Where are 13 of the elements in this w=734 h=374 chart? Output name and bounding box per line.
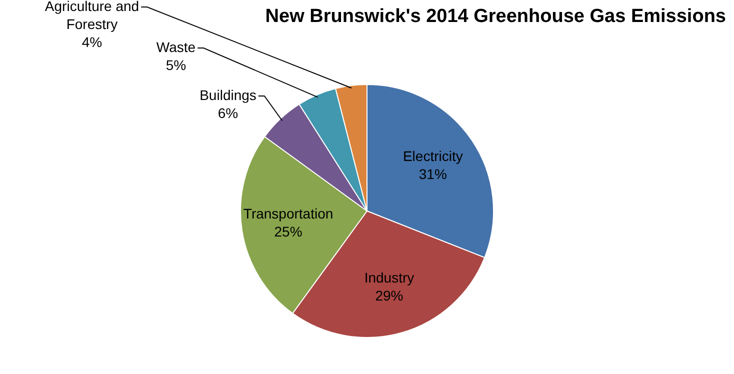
slice-label: Waste (156, 38, 196, 55)
slice-label: Transportation (243, 205, 334, 222)
data-label: 31% (418, 166, 447, 182)
data-label: 5% (166, 56, 186, 73)
data-label: 29% (375, 287, 404, 304)
slice-label: Agriculture and Forestry (44, 0, 140, 32)
slice-label: Industry (364, 269, 414, 286)
chart-title: New Brunswick's 2014 Greenhouse Gas Emissions (265, 6, 726, 28)
slice-label: Buildings (200, 86, 256, 103)
data-label: 25% (274, 223, 302, 240)
data-label: 6% (218, 104, 238, 121)
slice-label: Electricity (402, 148, 463, 164)
data-label: 4% (82, 34, 102, 50)
